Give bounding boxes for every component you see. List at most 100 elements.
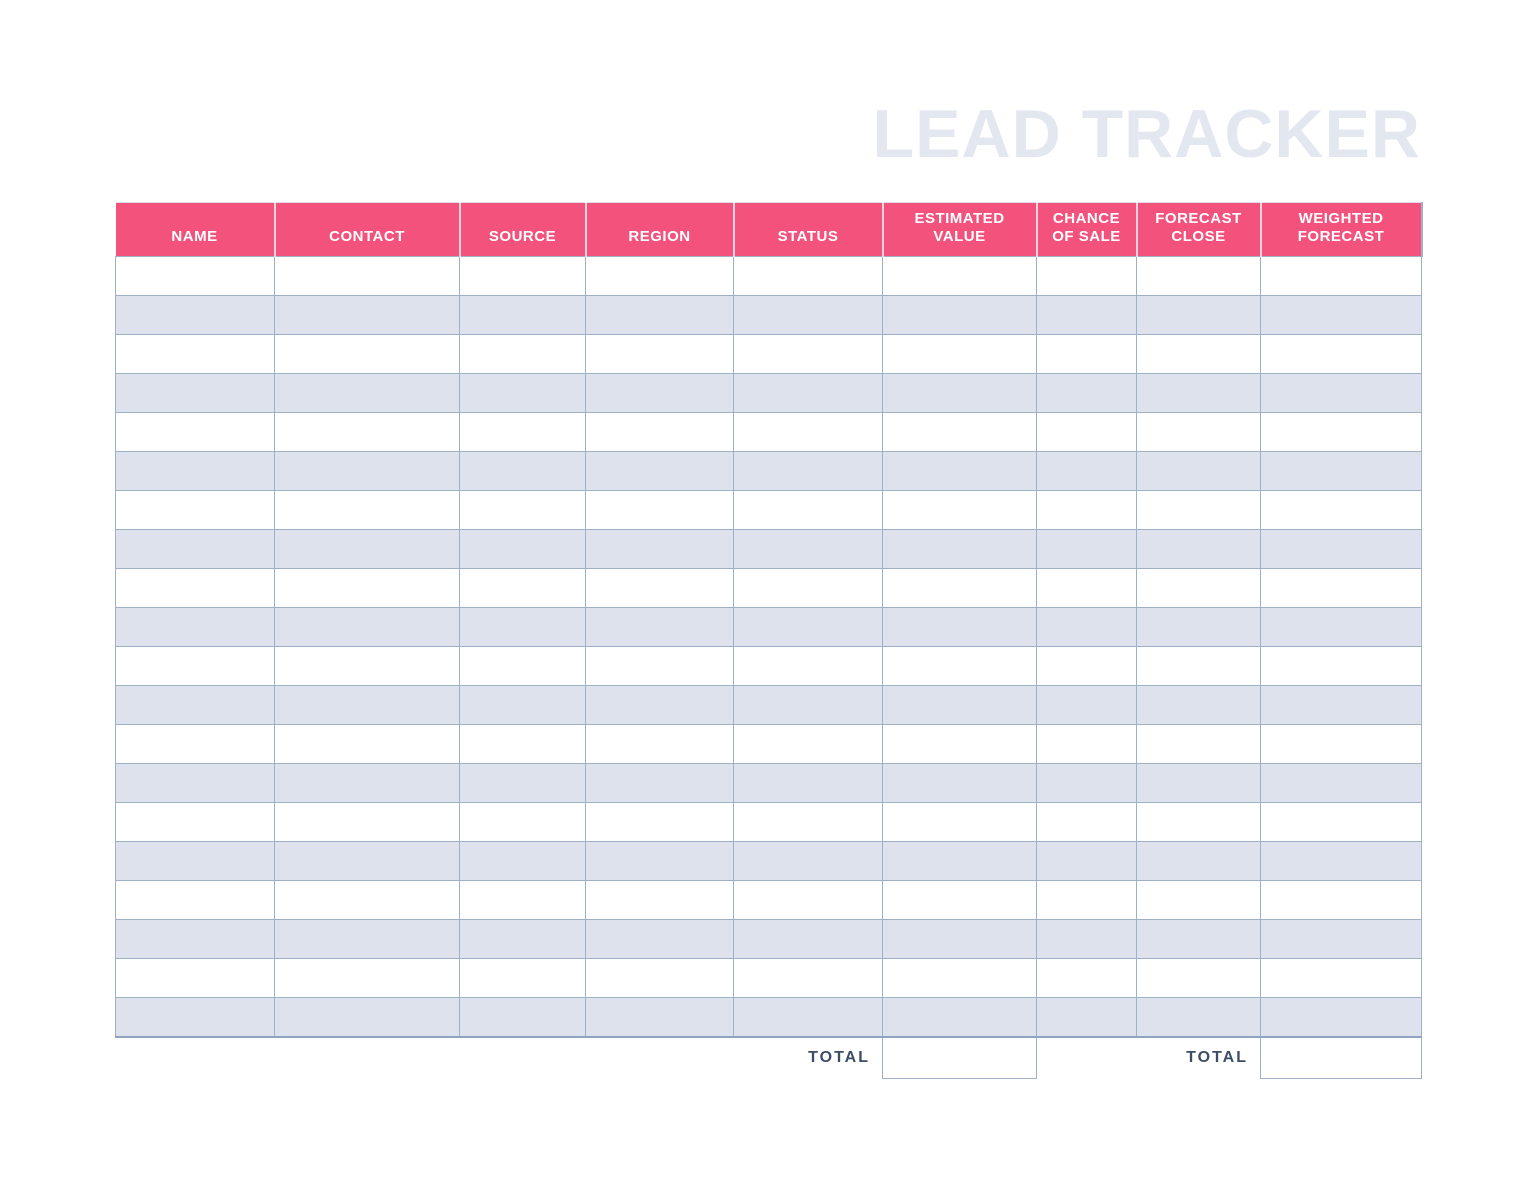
table-cell[interactable] (274, 646, 460, 686)
table-cell[interactable] (1036, 373, 1137, 413)
table-cell[interactable] (115, 724, 275, 764)
table-cell[interactable] (115, 451, 275, 491)
table-cell[interactable] (882, 334, 1037, 374)
table-cell[interactable] (585, 802, 734, 842)
table-cell[interactable] (1036, 958, 1137, 998)
table-cell[interactable] (733, 763, 883, 803)
table-cell[interactable] (115, 685, 275, 725)
table-cell[interactable] (882, 295, 1037, 335)
table-cell[interactable] (733, 490, 883, 530)
table-cell[interactable] (1136, 607, 1261, 647)
table-cell[interactable] (733, 373, 883, 413)
table-cell[interactable] (1136, 919, 1261, 959)
table-cell[interactable] (274, 763, 460, 803)
table-cell[interactable] (459, 568, 586, 608)
table-cell[interactable] (115, 529, 275, 569)
table-cell[interactable] (733, 412, 883, 452)
table-cell[interactable] (1036, 490, 1137, 530)
table-cell[interactable] (882, 490, 1037, 530)
table-cell[interactable] (274, 724, 460, 764)
table-cell[interactable] (1260, 607, 1422, 647)
table-cell[interactable] (274, 295, 460, 335)
table-cell[interactable] (1260, 841, 1422, 881)
table-cell[interactable] (882, 724, 1037, 764)
table-cell[interactable] (115, 256, 275, 296)
table-cell[interactable] (733, 919, 883, 959)
table-cell[interactable] (1136, 997, 1261, 1038)
table-cell[interactable] (1036, 568, 1137, 608)
table-cell[interactable] (459, 997, 586, 1038)
table-cell[interactable] (459, 490, 586, 530)
table-cell[interactable] (733, 529, 883, 569)
table-cell[interactable] (882, 256, 1037, 296)
table-cell[interactable] (585, 685, 734, 725)
table-cell[interactable] (274, 256, 460, 296)
table-cell[interactable] (733, 841, 883, 881)
table-cell[interactable] (115, 880, 275, 920)
table-cell[interactable] (459, 841, 586, 881)
table-cell[interactable] (585, 529, 734, 569)
table-cell[interactable] (1260, 256, 1422, 296)
table-cell[interactable] (1136, 568, 1261, 608)
table-cell[interactable] (585, 607, 734, 647)
table-cell[interactable] (882, 763, 1037, 803)
table-cell[interactable] (733, 802, 883, 842)
table-cell[interactable] (1260, 490, 1422, 530)
table-cell[interactable] (274, 529, 460, 569)
table-cell[interactable] (733, 880, 883, 920)
table-cell[interactable] (459, 763, 586, 803)
table-cell[interactable] (115, 763, 275, 803)
table-cell[interactable] (585, 646, 734, 686)
table-cell[interactable] (882, 568, 1037, 608)
table-cell[interactable] (1036, 724, 1137, 764)
table-cell[interactable] (274, 919, 460, 959)
table-cell[interactable] (1260, 373, 1422, 413)
table-cell[interactable] (1260, 334, 1422, 374)
table-cell[interactable] (459, 880, 586, 920)
table-cell[interactable] (1136, 295, 1261, 335)
table-cell[interactable] (274, 490, 460, 530)
table-cell[interactable] (1036, 412, 1137, 452)
table-cell[interactable] (1260, 919, 1422, 959)
table-cell[interactable] (1136, 412, 1261, 452)
table-cell[interactable] (585, 490, 734, 530)
table-cell[interactable] (274, 568, 460, 608)
table-cell[interactable] (459, 607, 586, 647)
table-cell[interactable] (1036, 529, 1137, 569)
table-cell[interactable] (1036, 256, 1137, 296)
table-cell[interactable] (585, 880, 734, 920)
table-cell[interactable] (1136, 646, 1261, 686)
table-cell[interactable] (1036, 334, 1137, 374)
table-cell[interactable] (733, 685, 883, 725)
table-cell[interactable] (1136, 880, 1261, 920)
table-cell[interactable] (882, 412, 1037, 452)
table-cell[interactable] (1136, 724, 1261, 764)
table-cell[interactable] (1136, 841, 1261, 881)
table-cell[interactable] (585, 373, 734, 413)
table-cell[interactable] (1036, 451, 1137, 491)
table-cell[interactable] (115, 412, 275, 452)
table-cell[interactable] (459, 529, 586, 569)
table-cell[interactable] (1260, 763, 1422, 803)
table-cell[interactable] (733, 997, 883, 1038)
table-cell[interactable] (459, 334, 586, 374)
table-cell[interactable] (733, 256, 883, 296)
table-cell[interactable] (882, 958, 1037, 998)
table-cell[interactable] (115, 490, 275, 530)
table-cell[interactable] (733, 568, 883, 608)
table-cell[interactable] (882, 685, 1037, 725)
table-cell[interactable] (1036, 646, 1137, 686)
table-cell[interactable] (882, 451, 1037, 491)
table-cell[interactable] (585, 334, 734, 374)
table-cell[interactable] (274, 451, 460, 491)
table-cell[interactable] (115, 802, 275, 842)
table-cell[interactable] (1036, 880, 1137, 920)
table-cell[interactable] (459, 724, 586, 764)
table-cell[interactable] (733, 334, 883, 374)
table-cell[interactable] (1136, 763, 1261, 803)
table-cell[interactable] (1260, 724, 1422, 764)
table-cell[interactable] (1136, 490, 1261, 530)
table-cell[interactable] (115, 373, 275, 413)
table-cell[interactable] (1036, 763, 1137, 803)
table-cell[interactable] (459, 412, 586, 452)
